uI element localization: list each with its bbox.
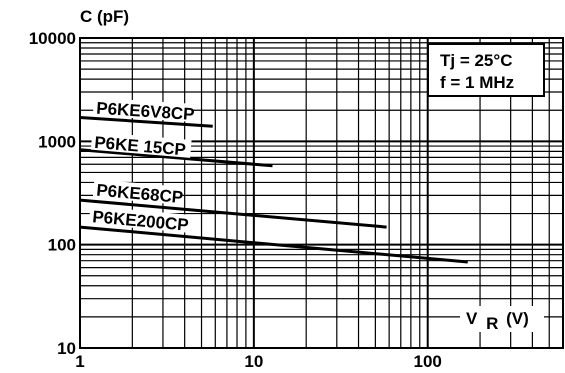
condition-temperature: Tj = 25°C: [440, 51, 512, 70]
x-tick-label: 10: [244, 352, 263, 371]
y-tick-label: 10000: [29, 29, 76, 48]
x-axis-label-symbol: V: [466, 309, 478, 328]
series-lines: [79, 116, 468, 264]
y-tick-label: 1000: [38, 132, 76, 151]
x-axis-label-unit: (V): [506, 309, 529, 328]
series-line: [79, 116, 213, 128]
series-line: [79, 225, 468, 264]
condition-box-frame: [427, 43, 545, 97]
series-label-bg: [92, 97, 194, 122]
series-label-bg: [90, 131, 192, 158]
y-tick-label: 100: [48, 236, 76, 255]
series-label: P6KE 15CP: [94, 133, 187, 160]
condition-frequency: f = 1 MHz: [440, 73, 514, 92]
x-tick-label: 1: [75, 352, 84, 371]
condition-box: Tj = 25°C f = 1 MHz: [427, 43, 545, 97]
x-tick-label: 100: [414, 352, 442, 371]
y-axis-label: C (pF): [80, 7, 129, 26]
svg-text:V R (V): V R (V): [466, 309, 529, 333]
x-axis-label-subscript: R: [486, 314, 498, 333]
series-label-group: P6KE 15CP: [90, 131, 192, 160]
series-label-bg: [88, 205, 190, 233]
series-label-bg: [92, 179, 184, 206]
series-line: [79, 198, 387, 229]
plot-frame: [79, 37, 564, 349]
x-axis-label-bg: [460, 306, 544, 332]
y-tick-label: 10: [57, 339, 76, 358]
series-line: [79, 148, 273, 168]
x-axis-label: V R (V): [460, 306, 544, 333]
